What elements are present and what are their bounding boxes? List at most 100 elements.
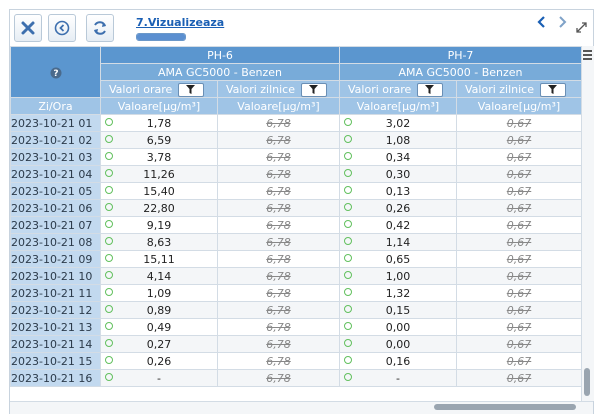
filter-button[interactable] [540, 82, 567, 97]
subheader-label: Valori zilnice [226, 82, 296, 96]
vertical-scrollbar[interactable] [581, 46, 594, 401]
date-cell: 2023-10-21 08 [10, 233, 101, 251]
table-row[interactable]: 2023-10-21 16 - 6,78 - 0,67 [10, 369, 582, 387]
close-button[interactable] [14, 14, 42, 42]
table-row[interactable]: 2023-10-21 09 15,11 6,78 0,65 0,67 [10, 250, 582, 268]
cell-value: 6,78 [266, 354, 291, 368]
cell-value: 0,67 [506, 337, 532, 351]
ph7-hourly-cell: 1,32 [339, 284, 457, 302]
cell-value: 2023-10-21 05 [11, 184, 93, 198]
ph7-daily-cell: 0,67 [456, 301, 582, 319]
date-cell: 2023-10-21 12 [10, 301, 101, 319]
table-row[interactable]: 2023-10-21 05 15,40 6,78 0,13 0,67 [10, 182, 582, 200]
ph6-daily-cell: 6,78 [217, 267, 340, 285]
ph7-daily-cell: 0,67 [456, 369, 582, 387]
status-dot-icon [105, 356, 113, 364]
ph6-hourly-cell: 3,78 [100, 148, 218, 166]
date-cell: 2023-10-21 10 [10, 267, 101, 285]
refresh-button[interactable] [86, 14, 114, 42]
cell-value: 0,67 [506, 269, 532, 283]
ph6-daily-cell: 6,78 [217, 182, 340, 200]
ph7-hourly-cell: 0,65 [339, 250, 457, 268]
status-dot-icon [344, 169, 352, 177]
ph7-hourly-cell: 0,16 [339, 352, 457, 370]
status-dot-icon [105, 220, 113, 228]
hamburger-menu-icon[interactable] [583, 50, 592, 62]
toolbar: 7.Vizualizeaza [10, 10, 593, 46]
date-cell: 2023-10-21 16 [10, 369, 101, 387]
table-row[interactable]: 2023-10-21 08 8,63 6,78 1,14 0,67 [10, 233, 582, 251]
table-row[interactable]: 2023-10-21 13 0,49 6,78 0,00 0,67 [10, 318, 582, 336]
cell-value: 1,78 [146, 116, 172, 130]
chevron-right-icon [559, 16, 567, 28]
ph6-hourly-cell: 4,14 [100, 267, 218, 285]
back-button[interactable] [48, 14, 76, 42]
table-row[interactable]: 2023-10-21 11 1,09 6,78 1,32 0,67 [10, 284, 582, 302]
status-dot-icon [344, 254, 352, 262]
date-cell: 2023-10-21 06 [10, 199, 101, 217]
ph6-hourly-cell: 15,11 [100, 250, 218, 268]
status-dot-icon [344, 322, 352, 330]
cell-value: 6,78 [266, 133, 291, 147]
data-grid: ? PH-6 PH-7 AMA GC5000 - Benzen AMA GC50… [10, 46, 582, 387]
cell-value: 0,26 [385, 201, 411, 215]
filter-button[interactable] [178, 82, 205, 97]
refresh-icon [94, 21, 106, 35]
ph6-daily-cell: 6,78 [217, 335, 340, 353]
horizontal-scroll-thumb[interactable] [434, 404, 576, 410]
cell-value: 2023-10-21 06 [11, 201, 93, 215]
cell-value: 0,65 [385, 252, 411, 266]
table-row[interactable]: 2023-10-21 04 11,26 6,78 0,30 0,67 [10, 165, 582, 183]
status-dot-icon [105, 254, 113, 262]
ph6-hourly-cell: 1,78 [100, 114, 218, 132]
ph7-daily-cell: 0,67 [456, 233, 582, 251]
status-dot-icon [344, 186, 352, 194]
ph6-hourly-cell: 15,40 [100, 182, 218, 200]
date-cell: 2023-10-21 05 [10, 182, 101, 200]
vertical-scroll-thumb[interactable] [584, 368, 590, 396]
table-row[interactable]: 2023-10-21 01 1,78 6,78 3,02 0,67 [10, 114, 582, 132]
cell-value: 0,26 [146, 354, 172, 368]
subheader-ph6-hourly: Valori orare [100, 80, 218, 98]
table-row[interactable]: 2023-10-21 14 0,27 6,78 0,00 0,67 [10, 335, 582, 353]
cell-value: 0,67 [506, 320, 532, 334]
next-page-button[interactable] [557, 16, 567, 32]
table-row[interactable]: 2023-10-21 12 0,89 6,78 0,15 0,67 [10, 301, 582, 319]
table-row[interactable]: 2023-10-21 07 9,19 6,78 0,42 0,67 [10, 216, 582, 234]
cell-value: 2023-10-21 01 [11, 116, 93, 130]
chevron-left-icon [537, 16, 545, 28]
table-row[interactable]: 2023-10-21 02 6,59 6,78 1,08 0,67 [10, 131, 582, 149]
cell-value: 0,67 [506, 235, 532, 249]
table-row[interactable]: 2023-10-21 06 22,80 6,78 0,26 0,67 [10, 199, 582, 217]
table-row[interactable]: 2023-10-21 10 4,14 6,78 1,00 0,67 [10, 267, 582, 285]
table-row[interactable]: 2023-10-21 15 0,26 6,78 0,16 0,67 [10, 352, 582, 370]
date-cell: 2023-10-21 14 [10, 335, 101, 353]
filter-icon [548, 84, 558, 94]
cell-value: 2023-10-21 09 [11, 252, 93, 266]
table-row[interactable]: 2023-10-21 03 3,78 6,78 0,34 0,67 [10, 148, 582, 166]
ph6-hourly-cell: 0,49 [100, 318, 218, 336]
cell-value: 4,14 [146, 269, 172, 283]
value-header: Valoare[µg/m³] [456, 97, 582, 115]
cell-value: 3,78 [146, 150, 172, 164]
cell-value: 6,78 [266, 184, 291, 198]
status-dot-icon [105, 271, 113, 279]
progress-fill [137, 34, 185, 40]
filter-button[interactable] [417, 82, 444, 97]
ph7-hourly-cell: - [339, 369, 457, 387]
cell-value: 6,78 [266, 235, 291, 249]
status-dot-icon [344, 152, 352, 160]
expand-button[interactable] [576, 22, 587, 36]
breadcrumb-link[interactable]: 7.Vizualizeaza [136, 16, 225, 29]
status-dot-icon [344, 203, 352, 211]
ph7-hourly-cell: 1,08 [339, 131, 457, 149]
prev-page-button[interactable] [537, 16, 547, 32]
filter-button[interactable] [301, 82, 328, 97]
cell-value: 6,78 [266, 371, 291, 385]
ph7-daily-cell: 0,67 [456, 182, 582, 200]
cell-value: 0,67 [506, 286, 532, 300]
cell-value: 6,78 [266, 116, 291, 130]
value-header: Valoare[µg/m³] [100, 97, 218, 115]
circle-arrow-left-icon [54, 20, 70, 36]
ph6-hourly-cell: 9,19 [100, 216, 218, 234]
